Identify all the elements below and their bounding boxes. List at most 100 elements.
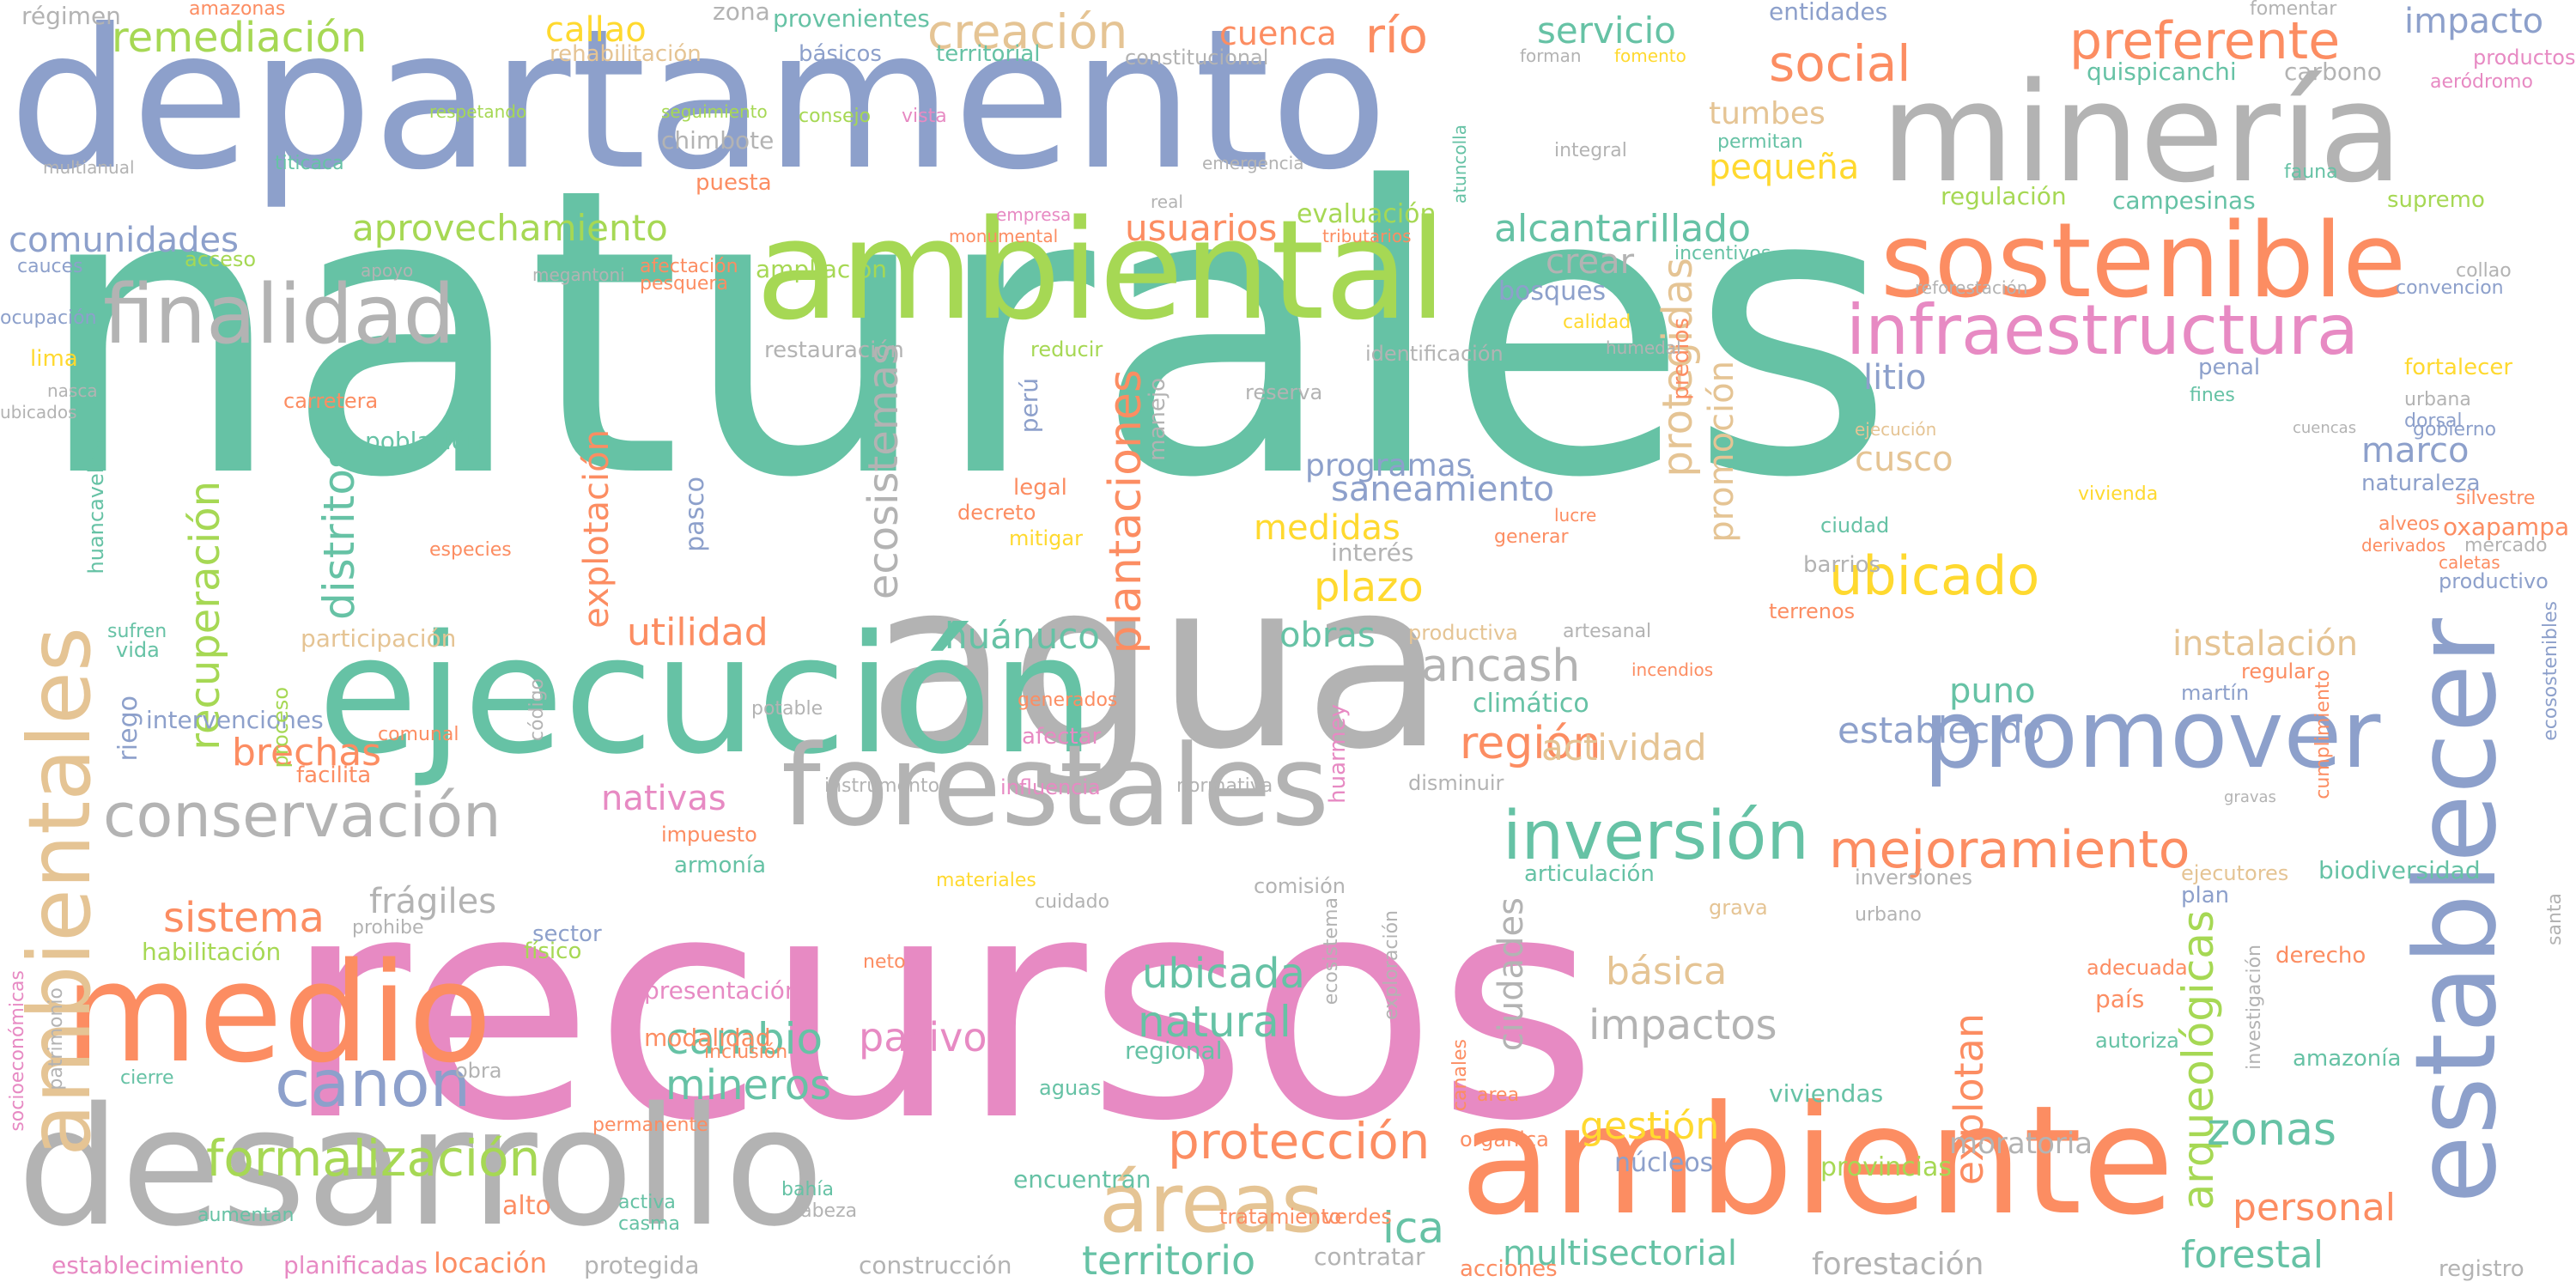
word-ambiente: ambiente [1460, 1074, 2175, 1249]
word-promocion: promoción [1702, 361, 1741, 543]
word-remediacion: remediación [112, 14, 368, 62]
word-aerodromo: aeródromo [2430, 71, 2533, 93]
word-ejecucion-small: ejecución [1855, 419, 1937, 440]
word-gobierno: gobierno [2413, 419, 2497, 440]
word-socioeconomicas: socioeconómicas [7, 970, 28, 1132]
word-multisectorial: multisectorial [1503, 1234, 1738, 1273]
word-vivienda: vivienda [2078, 483, 2159, 505]
word-fauna: fauna [2284, 161, 2338, 183]
word-ciudad: ciudad [1820, 513, 1890, 538]
word-obras: obras [1279, 616, 1376, 655]
word-seguimiento: seguimiento [661, 101, 768, 122]
word-armonia: armonía [674, 853, 767, 878]
word-saneamiento: saneamiento [1331, 470, 1555, 509]
word-area: area [1477, 1084, 1520, 1106]
word-potable: potable [751, 698, 823, 720]
word-climatico: climático [1473, 689, 1589, 719]
word-cauces: cauces [17, 256, 83, 277]
word-caletas: caletas [2439, 552, 2500, 573]
word-constitucional: constitucional [1125, 46, 1269, 70]
word-autoriza: autoriza [2095, 1029, 2179, 1053]
word-brechas: brechas [232, 731, 382, 775]
word-servicio: servicio [1537, 9, 1676, 52]
word-provincias: provincias [1820, 1152, 1953, 1182]
word-marco: marco [2361, 431, 2470, 471]
word-biodiversidad: biodiversidad [2318, 856, 2481, 884]
word-humedal: humedal [1606, 337, 1681, 358]
word-ecosistemas: ecosistemas [860, 343, 908, 600]
word-territorio: territorio [1082, 1237, 1256, 1284]
word-presentacion: presentación [644, 976, 800, 1005]
word-urbana: urbana [2404, 389, 2471, 410]
word-real: real [1151, 191, 1183, 212]
word-distritos: distritos [314, 447, 364, 620]
word-fomentar: fomentar [2250, 0, 2337, 20]
word-terrenos: terrenos [1769, 599, 1856, 623]
word-puesta: puesta [696, 170, 772, 196]
word-amazonas: amazonas [189, 0, 286, 20]
word-programas: programas [1305, 448, 1473, 483]
word-rio: río [1365, 9, 1428, 64]
word-supremo: supremo [2387, 187, 2485, 213]
word-fines: fines [2190, 385, 2235, 406]
word-reducir: reducir [1030, 337, 1103, 361]
word-contratar: contratar [1314, 1242, 1425, 1271]
word-callao: callao [545, 10, 647, 50]
word-oxapampa: oxapampa [2443, 513, 2570, 541]
word-manejo: manejo [1145, 378, 1170, 461]
word-atuncolla: atuncolla [1449, 125, 1470, 204]
word-dorsal: dorsal [2404, 410, 2463, 432]
word-locacion: locación [434, 1247, 548, 1279]
word-fragiles: frágiles [369, 882, 497, 921]
word-permitan: permitan [1717, 131, 1803, 153]
word-ecosostenibles: ecosostenibles [2540, 601, 2561, 741]
word-exploracion: exploración [1381, 910, 1402, 1020]
word-conservacion: conservación [103, 781, 501, 851]
word-collao: collao [2456, 260, 2512, 282]
word-adecuada: adecuada [2087, 956, 2188, 980]
word-ambiental: ambiental [756, 190, 1447, 350]
word-ecosistema: ecosistema [1321, 897, 1342, 1005]
word-aprovechamiento: aprovechamiento [352, 207, 668, 249]
word-vista: vista [902, 106, 947, 127]
word-emergencia: emergencia [1202, 153, 1304, 173]
word-establecido: establecido [1838, 709, 2045, 751]
word-pesquera: pesquera [640, 273, 728, 295]
word-ciudades: ciudades [1492, 897, 1531, 1052]
word-gravas: gravas [2224, 788, 2276, 806]
word-afectacion: afectación [640, 256, 738, 277]
word-disminuir: disminuir [1408, 771, 1504, 795]
word-casma: casma [618, 1213, 680, 1235]
word-gestion: gestión [1580, 1104, 1720, 1148]
word-pasivos: pasivos [859, 1014, 1008, 1060]
word-organica: orgánica [1460, 1127, 1549, 1151]
word-actividad: actividad [1541, 726, 1707, 769]
word-reforestacion: reforestación [1915, 277, 2028, 298]
word-areas: áreas [1099, 1157, 1324, 1251]
word-restauracion: restauración [764, 337, 904, 363]
word-plantaciones: plantaciones [1100, 369, 1151, 654]
word-provenientes: provenientes [773, 4, 930, 33]
word-natural: natural [1138, 997, 1291, 1047]
word-forestacion: forestación [1812, 1247, 1984, 1282]
word-derivados: derivados [2361, 535, 2446, 556]
word-nucleos: núcleos [1614, 1148, 1714, 1178]
word-obra: obra [455, 1059, 502, 1083]
word-crear: crear [1546, 242, 1635, 282]
word-artesanal: artesanal [1563, 621, 1652, 642]
word-predios: predios [1668, 318, 1694, 400]
word-interes: interés [1331, 538, 1414, 567]
word-reserva: reserva [1245, 380, 1323, 404]
word-quispicanchi: quispicanchi [2087, 58, 2237, 86]
word-canon: canon [275, 1046, 471, 1121]
word-fisico: físico [524, 939, 582, 964]
word-aguas: aguas [1039, 1076, 1102, 1100]
word-impuesto: impuesto [661, 823, 757, 847]
word-promover: promover [1923, 679, 2381, 789]
word-basicos: básicos [799, 41, 882, 67]
word-empresa: empresa [996, 204, 1072, 225]
word-integral: integral [1554, 140, 1627, 161]
word-carretera: carretera [283, 389, 379, 413]
word-creacion: creación [927, 4, 1128, 59]
